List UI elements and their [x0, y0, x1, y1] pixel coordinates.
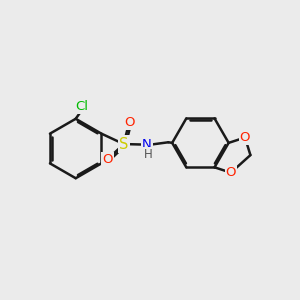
Text: O: O	[102, 153, 112, 166]
Text: H: H	[143, 148, 152, 161]
Text: O: O	[226, 166, 236, 179]
Text: Cl: Cl	[76, 100, 89, 113]
Text: S: S	[119, 136, 128, 152]
Text: Cl: Cl	[76, 100, 89, 113]
Text: O: O	[240, 131, 250, 144]
Text: N: N	[142, 138, 152, 151]
Text: O: O	[124, 116, 134, 129]
